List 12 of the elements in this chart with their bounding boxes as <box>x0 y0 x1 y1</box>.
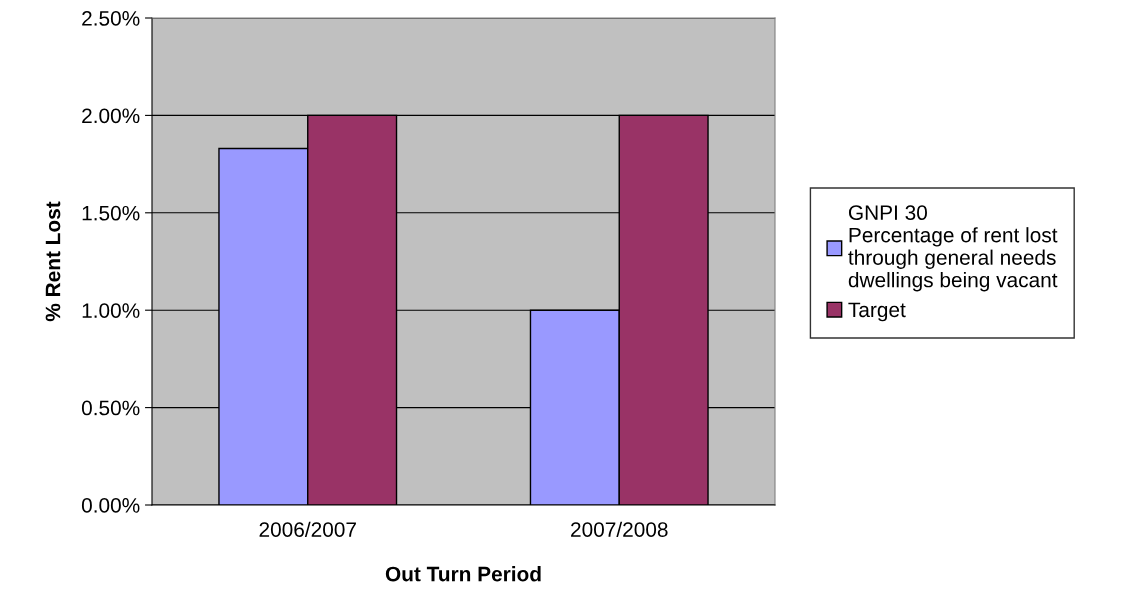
y-tick-label: 2.50% <box>82 11 140 26</box>
y-tick-label: 0.50% <box>81 400 140 416</box>
x-tick-label: 2006/2007 <box>259 521 356 537</box>
y-tick-label: 2.00% <box>82 108 140 124</box>
x-axis-title: Out Turn Period <box>385 566 541 582</box>
y-axis-title: % Rent Lost <box>45 201 61 322</box>
x-tick-label: 2007/2008 <box>571 521 668 537</box>
y-tick-label: 1.00% <box>82 303 140 318</box>
legend-label: Target <box>848 302 906 322</box>
y-tick-label: 0.00% <box>81 498 140 513</box>
legend-label: GNPI 30 Percentage of rent lost through general needs dwellings being vacant <box>848 205 1058 292</box>
y-tick-label: 1.50% <box>82 205 140 221</box>
